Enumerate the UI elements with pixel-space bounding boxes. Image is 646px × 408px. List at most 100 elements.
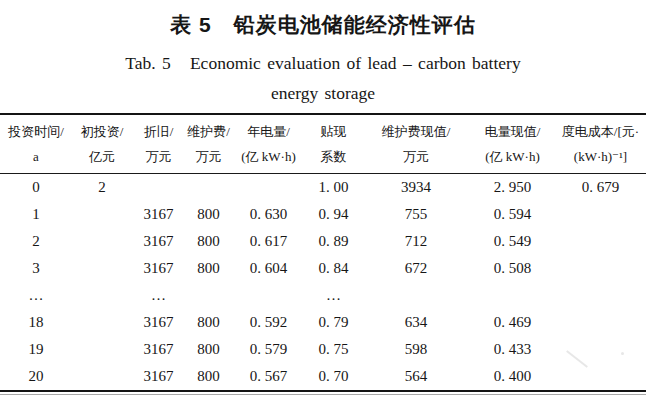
table-cell: 0. 89 xyxy=(305,228,362,255)
table-cell: 3167 xyxy=(132,201,185,228)
table-row: 331678000. 6040. 846720. 508 xyxy=(0,255,646,282)
table-body: 021. 0039342. 9500. 679131678000. 6300. … xyxy=(0,174,646,392)
column-header-5: 贴现系数 xyxy=(305,114,362,174)
table-cell xyxy=(555,282,646,309)
table-cell: 564 xyxy=(362,363,470,391)
table-title-english-line2: energy storage xyxy=(0,82,646,104)
table-row: 1 31678000. 6300. 947550. 594 xyxy=(0,201,646,228)
table-cell: 672 xyxy=(362,255,470,282)
table-header: 投资时间/a初投资/亿元折旧/万元维护费/万元年电量/(亿 kW·h)贴现系数维… xyxy=(0,114,646,174)
table-cell: 800 xyxy=(185,228,232,255)
table-row: … … … xyxy=(0,282,646,309)
table-cell xyxy=(72,255,132,282)
column-header-8: 度电成本/[元·(kW·h)⁻¹] xyxy=(555,114,646,174)
column-header-6: 维护费现值/万元 xyxy=(362,114,470,174)
table-title-chinese: 表 5 铅炭电池储能经济性评估 xyxy=(0,10,646,40)
column-header-line1: 初投资/ xyxy=(72,119,132,144)
column-header-line2: 万元 xyxy=(132,144,185,169)
table-cell: 0 xyxy=(0,174,72,202)
table-cell: 0. 594 xyxy=(470,201,555,228)
table-row: 1831678000. 5920. 796340. 469 xyxy=(0,309,646,336)
table-cell: 0. 630 xyxy=(232,201,305,228)
table-cell: 1 xyxy=(0,201,72,228)
table-title-english-line1: Tab. 5 Economic evaluation of lead – car… xyxy=(0,52,646,74)
column-header-line1: 维护费现值/ xyxy=(362,119,470,144)
table-cell: … xyxy=(305,282,362,309)
table-cell xyxy=(185,174,232,202)
table-cell xyxy=(555,228,646,255)
table-cell: 0. 84 xyxy=(305,255,362,282)
column-header-line2: a xyxy=(0,144,72,169)
table-cell xyxy=(72,201,132,228)
table-cell: … xyxy=(132,282,185,309)
table-cell xyxy=(362,282,470,309)
table-cell: 0. 579 xyxy=(232,336,305,363)
column-header-line1: 贴现 xyxy=(305,119,362,144)
table-cell: 3167 xyxy=(132,363,185,391)
table-cell: 0. 592 xyxy=(232,309,305,336)
column-header-line1: 维护费/ xyxy=(185,119,232,144)
table-cell: 598 xyxy=(362,336,470,363)
table-cell xyxy=(72,228,132,255)
bottom-rule-ghost xyxy=(0,394,646,395)
column-header-7: 电量现值/(亿 kW·h) xyxy=(470,114,555,174)
column-header-line2: (亿 kW·h) xyxy=(232,144,305,169)
table-cell xyxy=(232,282,305,309)
table-cell: 0. 70 xyxy=(305,363,362,391)
table-cell: 0. 679 xyxy=(555,174,646,202)
table-cell: 0. 604 xyxy=(232,255,305,282)
table-cell: 755 xyxy=(362,201,470,228)
table-cell xyxy=(555,309,646,336)
table-cell: 0. 508 xyxy=(470,255,555,282)
table-row: 231678000. 6170. 897120. 549 xyxy=(0,228,646,255)
table-cell: 0. 469 xyxy=(470,309,555,336)
table-cell xyxy=(555,201,646,228)
table-cell: 800 xyxy=(185,363,232,391)
column-header-line2: (kW·h)⁻¹] xyxy=(555,144,646,169)
table-cell: 1. 00 xyxy=(305,174,362,202)
table-cell: 0. 617 xyxy=(232,228,305,255)
table-cell: 0. 433 xyxy=(470,336,555,363)
column-header-line1: 年电量/ xyxy=(232,119,305,144)
table-row: 2031678000. 5670. 705640. 400 xyxy=(0,363,646,391)
table-header-row: 投资时间/a初投资/亿元折旧/万元维护费/万元年电量/(亿 kW·h)贴现系数维… xyxy=(0,114,646,174)
table-cell xyxy=(555,336,646,363)
column-header-4: 年电量/(亿 kW·h) xyxy=(232,114,305,174)
table-cell: 0. 567 xyxy=(232,363,305,391)
table-cell xyxy=(555,255,646,282)
table-cell: 634 xyxy=(362,309,470,336)
column-header-line2: 亿元 xyxy=(72,144,132,169)
paper-page: 表 5 铅炭电池储能经济性评估 Tab. 5 Economic evaluati… xyxy=(0,0,646,408)
column-header-line1: 电量现值/ xyxy=(470,119,555,144)
table-cell: 18 xyxy=(0,309,72,336)
table-cell: 2 xyxy=(72,174,132,202)
economic-evaluation-table: 投资时间/a初投资/亿元折旧/万元维护费/万元年电量/(亿 kW·h)贴现系数维… xyxy=(0,113,646,392)
table-cell: 800 xyxy=(185,201,232,228)
table-cell: 3934 xyxy=(362,174,470,202)
table-cell xyxy=(72,309,132,336)
table-cell: 800 xyxy=(185,255,232,282)
table-cell: 3167 xyxy=(132,309,185,336)
column-header-2: 折旧/万元 xyxy=(132,114,185,174)
table-cell: 3167 xyxy=(132,255,185,282)
table-cell: … xyxy=(0,282,72,309)
table-cell: 0. 549 xyxy=(470,228,555,255)
table-cell xyxy=(185,282,232,309)
table-cell xyxy=(555,363,646,391)
table-cell xyxy=(232,174,305,202)
table-cell: 0. 94 xyxy=(305,201,362,228)
table-cell: 19 xyxy=(0,336,72,363)
column-header-0: 投资时间/a xyxy=(0,114,72,174)
column-header-line1: 折旧/ xyxy=(132,119,185,144)
table-cell: 3167 xyxy=(132,228,185,255)
table-cell xyxy=(72,336,132,363)
table-cell: 800 xyxy=(185,336,232,363)
table-row: 1931678000. 5790. 755980. 433 xyxy=(0,336,646,363)
column-header-line2: (亿 kW·h) xyxy=(470,144,555,169)
column-header-line2: 万元 xyxy=(362,144,470,169)
column-header-line2: 万元 xyxy=(185,144,232,169)
table-cell: 712 xyxy=(362,228,470,255)
table-row: 021. 0039342. 9500. 679 xyxy=(0,174,646,202)
table-cell xyxy=(72,363,132,391)
table-cell: 0. 79 xyxy=(305,309,362,336)
